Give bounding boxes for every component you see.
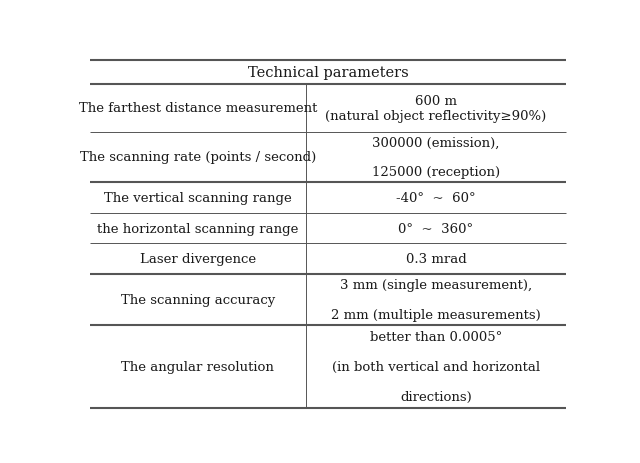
Text: The scanning accuracy: The scanning accuracy: [121, 293, 275, 306]
Text: The vertical scanning range: The vertical scanning range: [104, 192, 292, 205]
Text: better than 0.0005°

(in both vertical and horizontal

directions): better than 0.0005° (in both vertical an…: [332, 330, 540, 403]
Text: 300000 (emission),

125000 (reception): 300000 (emission), 125000 (reception): [372, 136, 500, 179]
Text: The scanning rate (points / second): The scanning rate (points / second): [79, 151, 316, 164]
Text: 0.3 mrad: 0.3 mrad: [406, 253, 467, 266]
Text: Laser divergence: Laser divergence: [140, 253, 256, 266]
Text: the horizontal scanning range: the horizontal scanning range: [97, 222, 298, 235]
Text: The angular resolution: The angular resolution: [122, 360, 274, 373]
Text: Technical parameters: Technical parameters: [248, 66, 408, 80]
Text: 600 m
(natural object reflectivity≥90%): 600 m (natural object reflectivity≥90%): [325, 95, 547, 123]
Text: The farthest distance measurement: The farthest distance measurement: [79, 102, 317, 115]
Text: -40°  ~  60°: -40° ~ 60°: [396, 192, 476, 205]
Text: 3 mm (single measurement),

2 mm (multiple measurements): 3 mm (single measurement), 2 mm (multipl…: [331, 278, 541, 321]
Text: 0°  ~  360°: 0° ~ 360°: [398, 222, 474, 235]
